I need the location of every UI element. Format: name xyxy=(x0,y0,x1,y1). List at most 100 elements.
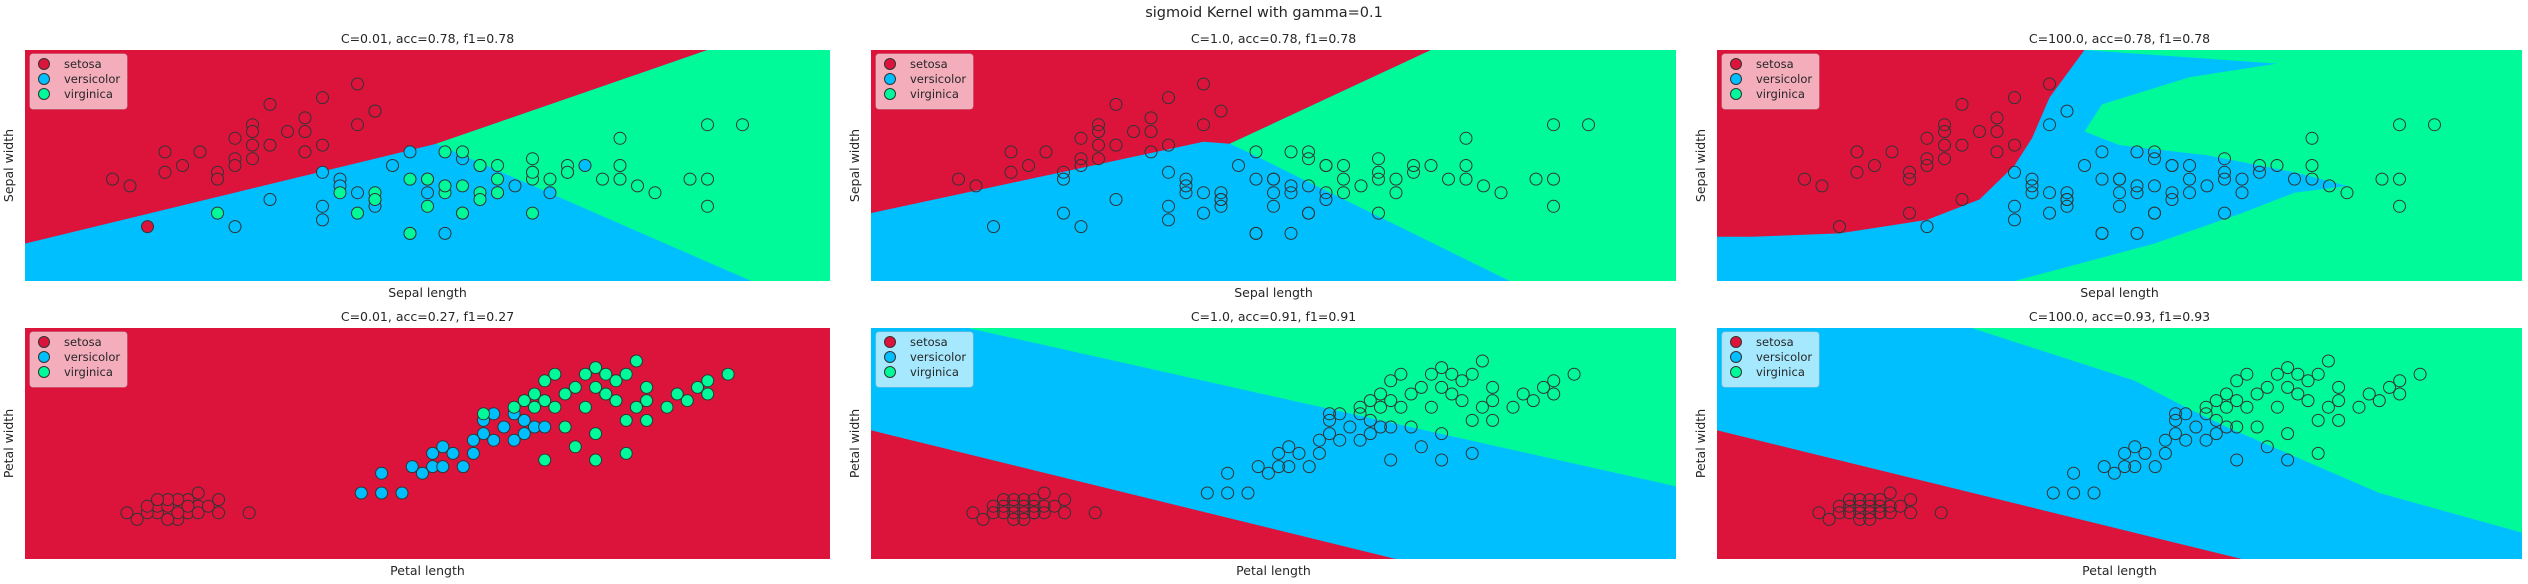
data-point-setosa xyxy=(1037,499,1051,513)
data-point-virginica xyxy=(491,172,504,186)
data-point-setosa xyxy=(997,493,1010,507)
data-point-setosa xyxy=(986,506,1000,520)
data-point-versicolor xyxy=(2067,466,2081,480)
data-point-versicolor xyxy=(466,433,480,447)
data-point-virginica xyxy=(1404,420,1418,434)
data-point-virginica xyxy=(1372,206,1385,220)
legend-marker-setosa xyxy=(1730,58,1742,70)
decision-region-virginica xyxy=(967,328,1676,487)
data-point-setosa xyxy=(1047,499,1061,513)
x-axis-label: Sepal length xyxy=(2080,285,2159,300)
data-point-virginica xyxy=(629,400,643,414)
data-point-virginica xyxy=(1323,407,1336,421)
data-point-virginica xyxy=(2305,159,2319,172)
data-point-virginica xyxy=(578,400,592,414)
data-point-virginica xyxy=(1547,199,1560,213)
data-point-versicolor xyxy=(2128,440,2142,454)
data-point-versicolor xyxy=(543,186,557,200)
legend-label-versicolor: versicolor xyxy=(910,72,966,86)
data-point-virginica xyxy=(1465,367,1479,381)
data-point-setosa xyxy=(1197,118,1210,132)
data-point-virginica xyxy=(2199,400,2213,414)
data-point-versicolor xyxy=(2025,172,2039,186)
legend-label-setosa: setosa xyxy=(64,57,102,71)
data-point-versicolor xyxy=(2067,486,2081,500)
data-point-setosa xyxy=(1883,506,1897,520)
data-point-virginica xyxy=(640,413,654,427)
data-point-setosa xyxy=(976,512,990,526)
data-point-virginica xyxy=(2218,206,2231,220)
data-point-setosa xyxy=(1092,152,1105,166)
data-point-setosa xyxy=(246,152,259,166)
decision-region-setosa xyxy=(871,50,1431,214)
data-point-virginica xyxy=(2375,172,2389,186)
data-point-setosa xyxy=(298,125,312,138)
data-point-setosa xyxy=(1938,125,1951,138)
data-point-virginica xyxy=(538,394,552,408)
data-point-setosa xyxy=(1017,493,1031,507)
data-point-versicolor xyxy=(1389,186,1403,200)
decision-region-setosa xyxy=(1717,430,2242,559)
data-point-versicolor xyxy=(1162,213,1175,227)
legend-label-setosa: setosa xyxy=(910,57,948,71)
data-point-versicolor xyxy=(2183,186,2196,200)
data-point-setosa xyxy=(120,506,134,520)
data-point-virginica xyxy=(1057,206,1070,220)
data-point-virginica xyxy=(1459,131,1473,145)
data-point-virginica xyxy=(2218,172,2231,186)
data-point-virginica xyxy=(2281,380,2295,394)
data-point-virginica xyxy=(2060,186,2074,200)
data-point-setosa xyxy=(1863,506,1877,520)
data-point-virginica xyxy=(456,206,469,220)
data-point-virginica xyxy=(2043,206,2056,220)
data-point-setosa xyxy=(228,159,242,172)
data-point-virginica xyxy=(2270,400,2284,414)
data-point-virginica xyxy=(1374,400,1387,414)
data-point-versicolor xyxy=(2235,186,2249,200)
data-point-virginica xyxy=(1475,400,1489,414)
data-point-versicolor xyxy=(466,446,480,460)
data-point-versicolor xyxy=(1261,466,1275,480)
data-point-setosa xyxy=(191,486,205,500)
data-point-virginica xyxy=(528,400,541,414)
data-point-virginica xyxy=(1372,152,1385,166)
subplot-title: C=0.01, acc=0.78, f1=0.78 xyxy=(341,31,514,46)
data-point-setosa xyxy=(1938,138,1951,152)
decision-region-virginica xyxy=(1229,50,1676,281)
data-point-versicolor xyxy=(1337,186,1350,200)
data-point-versicolor xyxy=(316,213,329,227)
subplot-5: C=1.0, acc=0.91, f1=0.91 Petal length Peta… xyxy=(847,309,1676,578)
data-point-virginica xyxy=(2413,367,2427,381)
data-point-virginica xyxy=(2260,380,2274,394)
data-point-virginica xyxy=(1494,186,1508,200)
data-point-virginica xyxy=(1319,186,1333,200)
data-point-virginica xyxy=(1486,394,1500,408)
data-point-setosa xyxy=(1074,159,1088,172)
data-point-setosa xyxy=(191,506,205,520)
subplot-grid: C=0.01, acc=0.78, f1=0.78 Sepal length Sep… xyxy=(1,31,2522,578)
legend-label-versicolor: versicolor xyxy=(64,350,120,364)
data-point-virginica xyxy=(2253,159,2266,172)
decision-regions xyxy=(871,50,1676,281)
data-point-virginica xyxy=(640,380,654,394)
decision-region-virginica xyxy=(436,50,830,281)
data-point-virginica xyxy=(1414,440,1428,454)
data-point-setosa xyxy=(2043,118,2056,132)
data-point-virginica xyxy=(2393,387,2407,401)
data-point-virginica xyxy=(619,413,633,427)
legend-marker-setosa xyxy=(884,336,896,348)
data-point-versicolor xyxy=(1353,407,1367,421)
data-point-virginica xyxy=(2352,400,2366,414)
legend-marker-virginica xyxy=(884,88,896,100)
data-point-virginica xyxy=(543,172,557,186)
data-point-setosa xyxy=(1863,493,1877,507)
data-point-virginica xyxy=(548,400,562,414)
data-point-virginica xyxy=(473,159,487,172)
data-point-virginica xyxy=(526,152,539,166)
data-point-virginica xyxy=(701,374,715,388)
data-point-setosa xyxy=(1109,138,1123,152)
data-point-virginica xyxy=(1465,446,1479,460)
data-point-virginica xyxy=(526,206,539,220)
data-point-virginica xyxy=(2311,367,2325,381)
data-point-virginica xyxy=(701,199,714,213)
